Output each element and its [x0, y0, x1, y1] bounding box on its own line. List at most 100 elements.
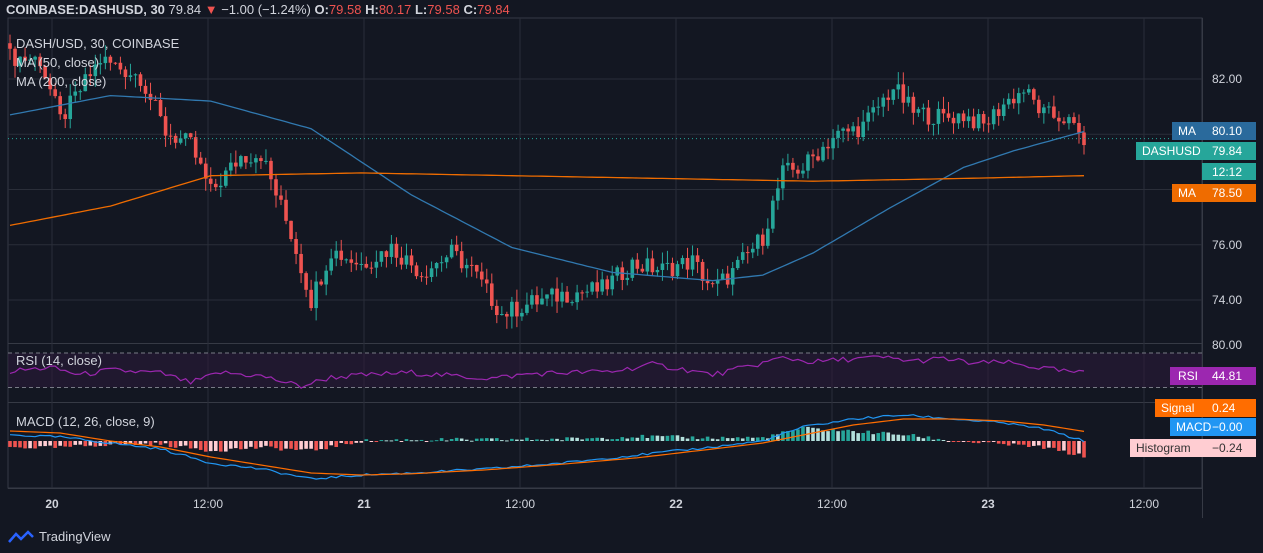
tradingview-brand[interactable]: TradingView [8, 529, 111, 544]
candle-body[interactable] [229, 162, 233, 171]
candle-body[interactable] [13, 48, 17, 66]
candle-body[interactable] [364, 263, 369, 268]
candle-body[interactable] [143, 85, 148, 94]
candle-body[interactable] [921, 107, 926, 110]
candle-body[interactable] [224, 170, 228, 186]
candle-body[interactable] [695, 255, 700, 262]
candle-body[interactable] [193, 137, 198, 158]
candle-body[interactable] [18, 56, 22, 66]
candle-body[interactable] [349, 259, 354, 263]
candle-body[interactable] [183, 133, 188, 139]
candle-body[interactable] [565, 291, 569, 303]
candle-body[interactable] [971, 116, 976, 129]
candle-body[interactable] [555, 288, 559, 302]
candle-body[interactable] [294, 239, 298, 254]
candle-body[interactable] [48, 78, 52, 90]
candle-body[interactable] [43, 66, 47, 79]
candle-body[interactable] [931, 123, 936, 125]
candle-body[interactable] [886, 97, 891, 100]
candle-body[interactable] [505, 314, 509, 317]
candle-body[interactable] [906, 96, 911, 103]
candle-body[interactable] [821, 146, 825, 161]
candle-body[interactable] [520, 312, 524, 317]
candle-body[interactable] [479, 271, 484, 280]
macd-legend[interactable]: MACD (12, 26, close, 9) [16, 414, 155, 429]
candle-body[interactable] [766, 228, 770, 246]
candle-body[interactable] [856, 126, 860, 138]
candle-body[interactable] [28, 59, 32, 61]
candle-body[interactable] [1032, 89, 1036, 100]
candle-body[interactable] [590, 282, 594, 292]
rsi-value-label[interactable]: RSI 44.81 [1170, 367, 1256, 385]
candle-body[interactable] [1021, 92, 1026, 94]
candle-body[interactable] [128, 75, 133, 78]
candle-body[interactable] [339, 250, 344, 260]
candle-body[interactable] [459, 251, 464, 269]
candle-body[interactable] [8, 43, 12, 49]
candle-body[interactable] [299, 253, 303, 274]
candle-body[interactable] [429, 268, 434, 278]
candle-body[interactable] [866, 112, 870, 122]
candle-body[interactable] [38, 56, 42, 67]
candle-body[interactable] [369, 267, 374, 269]
candle-body[interactable] [188, 133, 193, 138]
candle-body[interactable] [168, 135, 173, 137]
candle-body[interactable] [675, 264, 680, 277]
candle-body[interactable] [469, 264, 474, 266]
candle-body[interactable] [359, 263, 364, 265]
candle-body[interactable] [354, 262, 359, 265]
candle-body[interactable] [1052, 106, 1056, 118]
candle-body[interactable] [530, 295, 534, 305]
candle-body[interactable] [495, 305, 499, 316]
candle-body[interactable] [83, 74, 88, 92]
candle-body[interactable] [138, 74, 143, 86]
candle-body[interactable] [665, 262, 670, 264]
candle-body[interactable] [690, 255, 695, 270]
candle-body[interactable] [203, 163, 208, 179]
candle-body[interactable] [259, 158, 263, 162]
candle-body[interactable] [956, 113, 961, 124]
ma50-price-label[interactable]: MA 80.10 [1172, 122, 1256, 140]
candle-body[interactable] [896, 84, 901, 90]
candle-body[interactable] [771, 200, 775, 229]
candle-body[interactable] [249, 162, 253, 164]
symbol-name[interactable]: COINBASE:DASHUSD, 30 [6, 2, 165, 17]
candle-body[interactable] [876, 106, 881, 108]
candle-body[interactable] [936, 108, 941, 124]
candle-body[interactable] [796, 169, 800, 174]
candle-body[interactable] [791, 162, 795, 170]
candle-body[interactable] [324, 270, 328, 285]
candle-body[interactable] [851, 126, 855, 132]
candle-body[interactable] [961, 113, 966, 122]
candle-body[interactable] [630, 259, 635, 278]
candle-body[interactable] [861, 121, 865, 138]
candle-body[interactable] [103, 56, 108, 64]
candle-body[interactable] [148, 93, 153, 100]
candle-body[interactable] [314, 281, 318, 309]
candle-body[interactable] [1026, 89, 1031, 93]
candle-body[interactable] [1006, 98, 1011, 105]
candle-body[interactable] [1047, 106, 1051, 108]
candle-body[interactable] [374, 261, 379, 268]
candle-body[interactable] [761, 234, 765, 246]
candle-body[interactable] [680, 257, 685, 265]
candle-body[interactable] [996, 109, 1001, 116]
candle-body[interactable] [399, 257, 404, 265]
candle-body[interactable] [244, 156, 248, 163]
candle-body[interactable] [600, 279, 605, 292]
candle-body[interactable] [178, 138, 183, 143]
candle-body[interactable] [916, 109, 921, 113]
candle-body[interactable] [464, 264, 469, 269]
last-price-label[interactable]: DASHUSD 79.84 [1136, 142, 1256, 160]
candle-body[interactable] [1057, 117, 1061, 122]
candle-body[interactable] [670, 262, 675, 277]
ma200-price-label[interactable]: MA 78.50 [1172, 184, 1256, 202]
candle-body[interactable] [1077, 122, 1081, 133]
candle-body[interactable] [966, 116, 971, 122]
candle-body[interactable] [279, 195, 283, 200]
candle-body[interactable] [575, 292, 579, 303]
candle-body[interactable] [595, 282, 599, 292]
candle-body[interactable] [570, 302, 574, 304]
candle-body[interactable] [525, 304, 529, 313]
candle-body[interactable] [113, 62, 118, 64]
